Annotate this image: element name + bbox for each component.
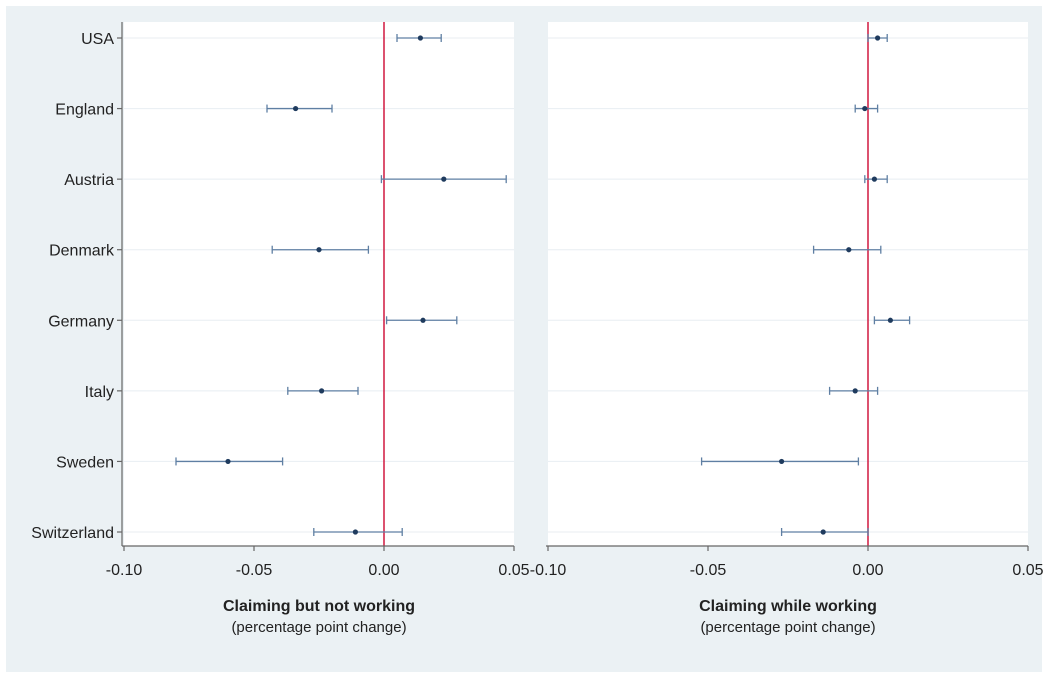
- right-point-switzerland: [820, 529, 826, 535]
- left-point-austria: [441, 176, 447, 182]
- y-tick-label-england: England: [55, 102, 114, 119]
- right-x-axis-subtitle: (percentage point change): [700, 619, 875, 636]
- right-plot-area: [548, 22, 1028, 546]
- left-plot-area: [124, 22, 514, 546]
- y-tick-label-switzerland: Switzerland: [31, 525, 114, 542]
- left-x-axis-title: Claiming but not working: [223, 598, 415, 615]
- left-point-denmark: [316, 247, 322, 253]
- left-ci-switzerland: [313, 528, 403, 536]
- y-tick-label-sweden: Sweden: [56, 454, 114, 471]
- left-panel: USA England Austria Denmark Germany Italy Swed…: [31, 22, 530, 636]
- right-x-tick-label: -0.05: [690, 562, 727, 579]
- left-x-tick-label: -0.10: [106, 562, 143, 579]
- right-point-austria: [871, 176, 878, 182]
- left-x-tick-label: 0.05: [498, 562, 529, 579]
- left-x-tick-label: 0.00: [368, 562, 399, 579]
- left-x-ticks: -0.10 -0.05 0.00 0.05: [106, 546, 530, 579]
- right-x-ticks: -0.10 -0.05 0.00 0.05: [530, 546, 1044, 579]
- left-x-tick-label: -0.05: [236, 562, 273, 579]
- right-x-tick-label: 0.05: [1012, 562, 1043, 579]
- left-x-axis-subtitle: (percentage point change): [231, 619, 406, 636]
- left-point-estimates: [225, 35, 447, 535]
- left-point-england: [293, 105, 299, 112]
- right-point-denmark: [846, 247, 852, 253]
- right-point-italy: [852, 388, 858, 394]
- left-point-germany: [420, 317, 426, 323]
- y-tick-label-denmark: Denmark: [49, 243, 115, 260]
- right-point-sweden: [779, 458, 785, 465]
- right-x-axis-title: Claiming while working: [699, 598, 877, 615]
- left-point-sweden: [225, 458, 231, 465]
- right-point-usa: [875, 35, 881, 41]
- right-point-germany: [887, 317, 894, 323]
- right-x-tick-label: -0.10: [530, 562, 567, 579]
- y-tick-label-germany: Germany: [48, 313, 114, 330]
- left-y-ticks: USA England Austria Denmark Germany Italy Swed…: [31, 31, 122, 542]
- left-point-usa: [417, 35, 423, 41]
- left-ci-england: [266, 104, 333, 113]
- right-point-england: [862, 105, 868, 112]
- right-panel: -0.10 -0.05 0.00 0.05 Claiming while workin…: [530, 22, 1044, 636]
- y-tick-label-italy: Italy: [85, 384, 114, 401]
- y-tick-label-austria: Austria: [64, 172, 114, 189]
- left-point-italy: [319, 388, 325, 394]
- y-tick-label-usa: USA: [81, 31, 114, 48]
- right-x-tick-label: 0.00: [852, 562, 883, 579]
- right-point-estimates: [779, 35, 894, 535]
- left-point-switzerland: [352, 529, 358, 535]
